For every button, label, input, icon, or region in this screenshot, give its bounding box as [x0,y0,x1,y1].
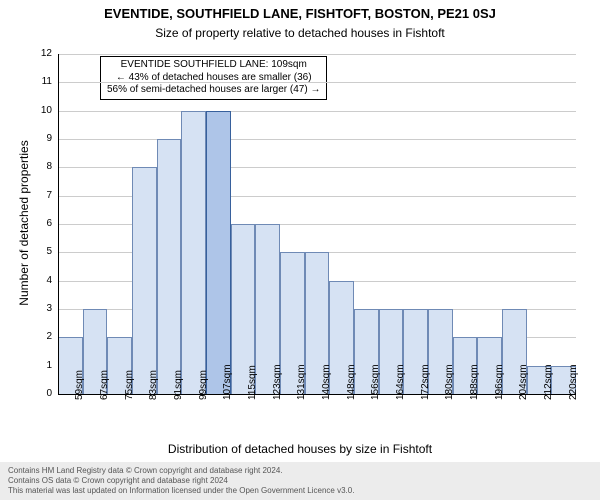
xtick-label: 83sqm [148,370,159,400]
xtick-label: 91sqm [173,370,184,400]
ytick-label: 6 [32,218,52,229]
footer-line: Contains HM Land Registry data © Crown c… [8,466,592,476]
ytick-label: 4 [32,275,52,286]
ytick-label: 0 [32,388,52,399]
footer: Contains HM Land Registry data © Crown c… [0,462,600,500]
footer-line: Contains OS data © Crown copyright and d… [8,476,592,486]
footer-line: This material was last updated on Inform… [8,486,592,496]
chart-plot-area: 012345678910111259sqm67sqm75sqm83sqm91sq… [58,54,576,394]
ytick-label: 10 [32,105,52,116]
y-axis-label: Number of detached properties [17,123,31,323]
bar [132,167,157,394]
ytick-label: 3 [32,303,52,314]
ytick-label: 7 [32,190,52,201]
xtick-label: 67sqm [99,370,110,400]
ytick-label: 11 [32,76,52,87]
xtick-label: 75sqm [124,370,135,400]
page-subtitle: Size of property relative to detached ho… [0,26,600,40]
x-axis-label: Distribution of detached houses by size … [0,442,600,456]
bar [181,111,206,394]
ytick-label: 9 [32,133,52,144]
gridline [58,82,576,83]
ytick-label: 12 [32,48,52,59]
ytick-label: 8 [32,161,52,172]
gridline [58,139,576,140]
x-axis [58,394,576,395]
gridline [58,54,576,55]
gridline [58,111,576,112]
bar-highlight [206,111,231,394]
xtick-label: 99sqm [198,370,209,400]
bar [157,139,182,394]
ytick-label: 2 [32,331,52,342]
y-axis [58,54,59,394]
xtick-label: 59sqm [74,370,85,400]
page-title: EVENTIDE, SOUTHFIELD LANE, FISHTOFT, BOS… [0,6,600,21]
ytick-label: 5 [32,246,52,257]
ytick-label: 1 [32,360,52,371]
